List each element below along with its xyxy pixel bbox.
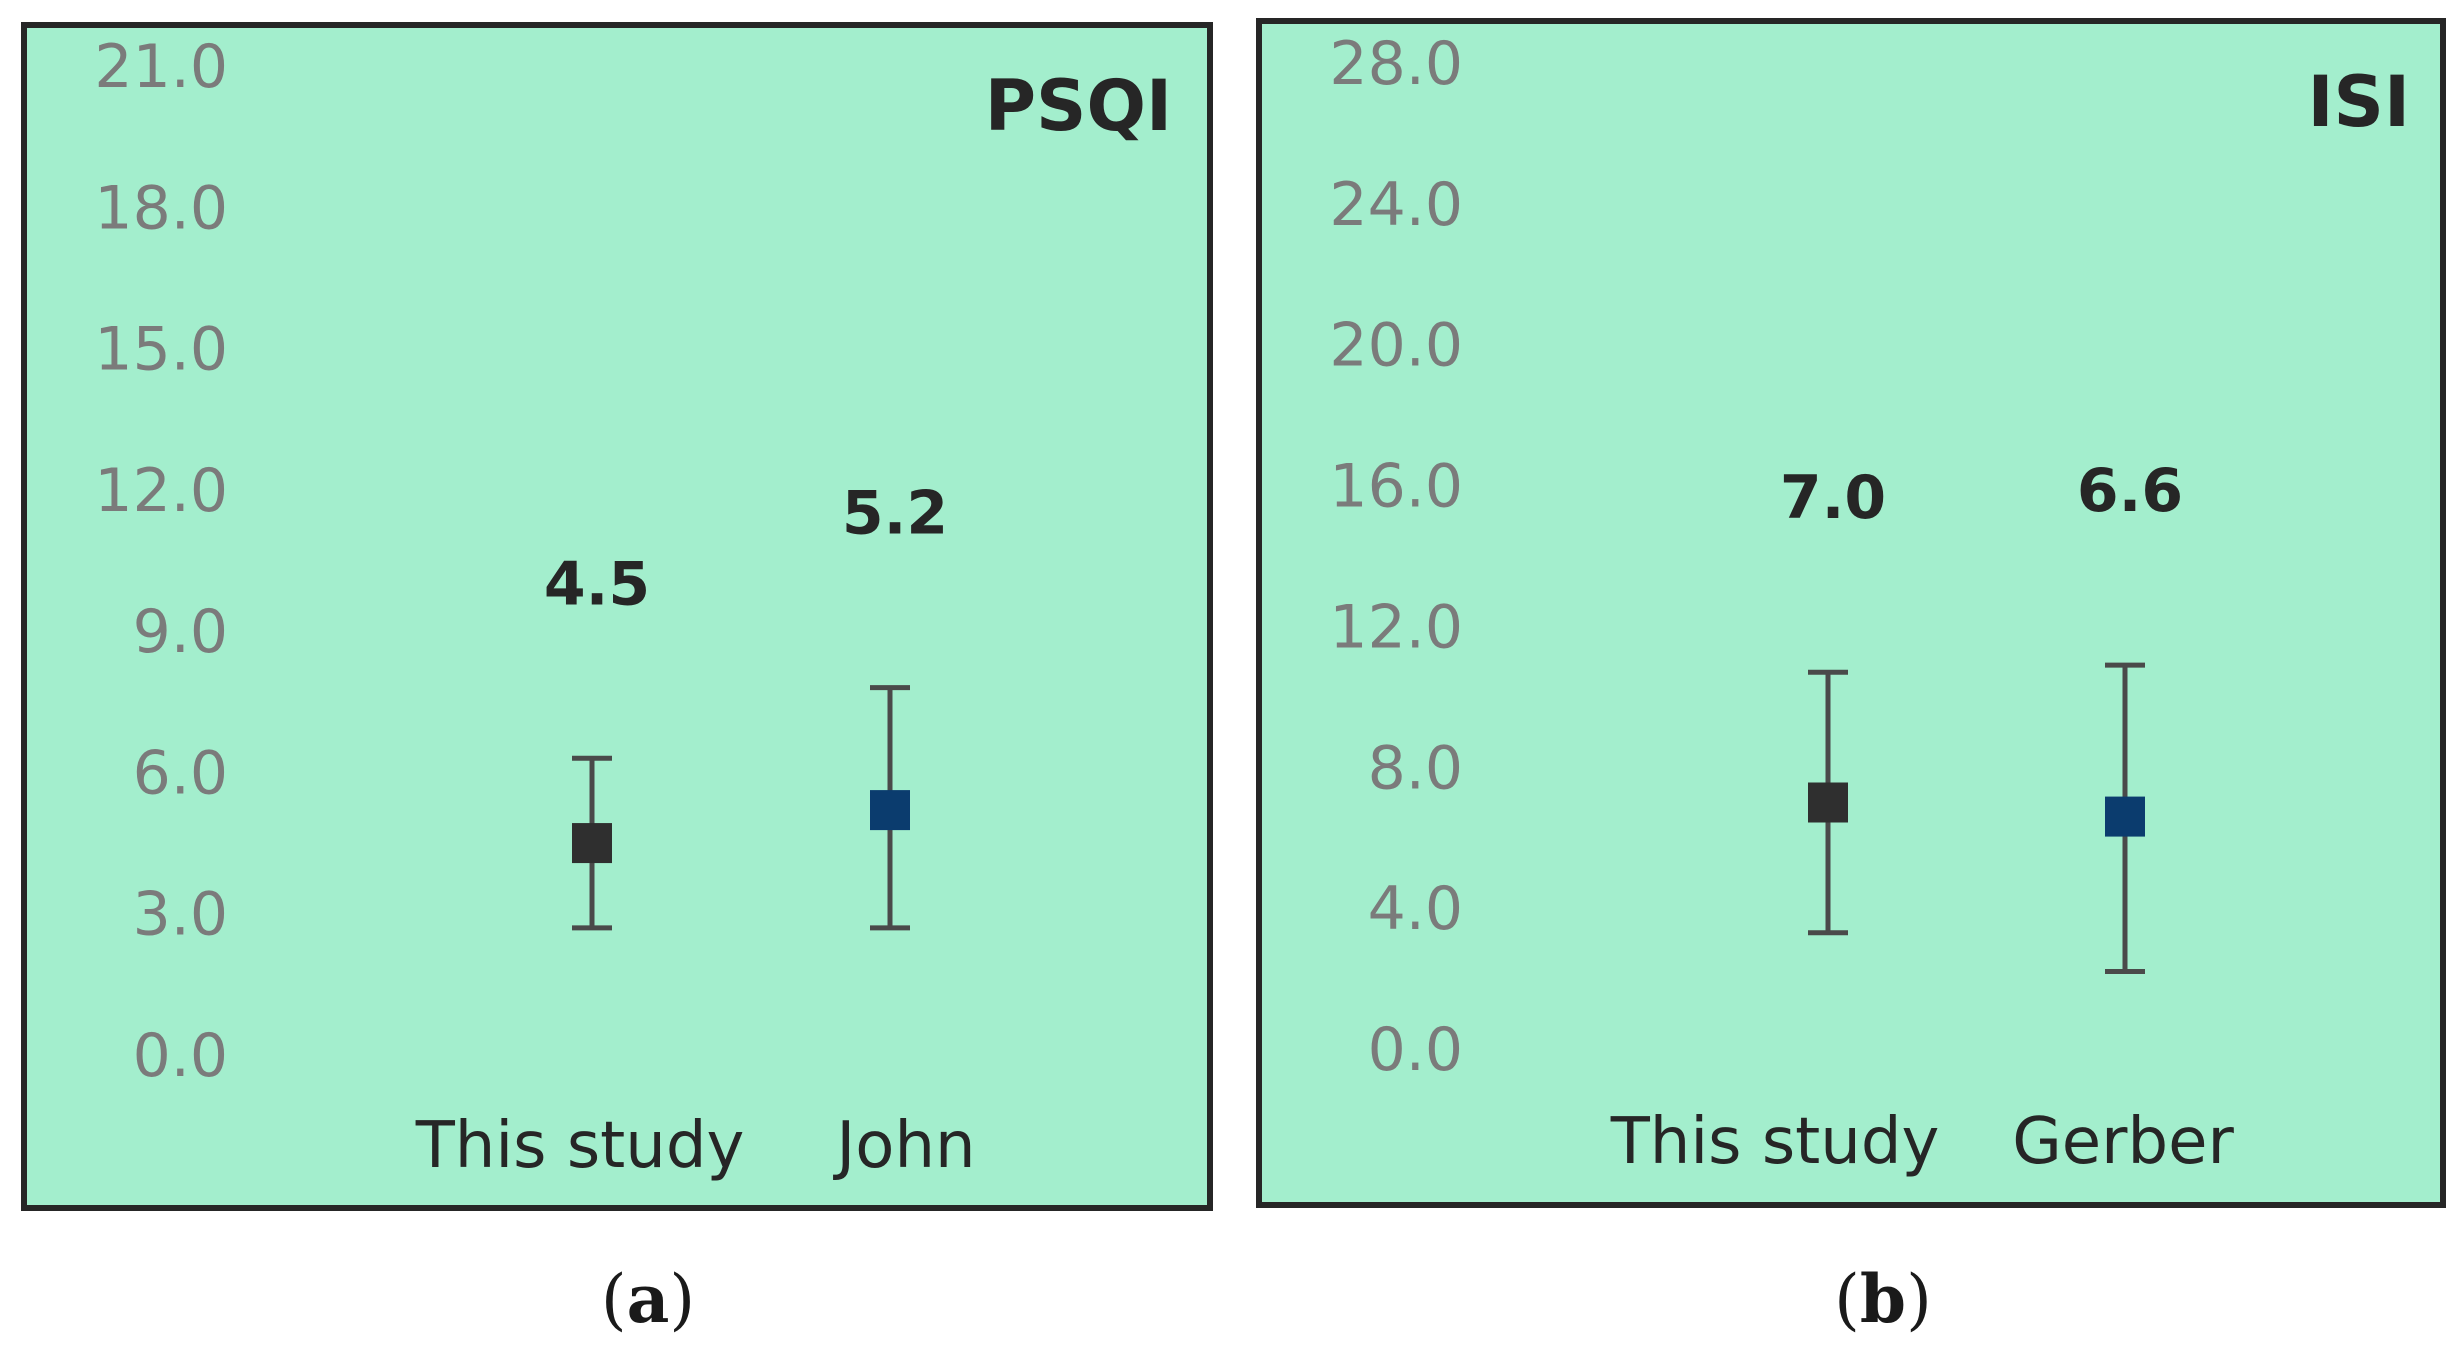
- panel-b-ytick: 4.0: [1368, 874, 1463, 944]
- panel-b-ytick: 24.0: [1329, 170, 1463, 240]
- panel-b-yticks: 0.0 4.0 8.0 12.0 16.0 20.0 24.0 28.0: [1329, 29, 1463, 1085]
- panel-b-title: ISI: [2307, 61, 2410, 143]
- panel-b-caption: (b): [1834, 1260, 1932, 1338]
- panel-a-frame: [21, 22, 1213, 1211]
- mean-marker: [572, 823, 612, 864]
- panel-b-category-label: This study: [1610, 1105, 1940, 1179]
- panel-a-ytick: 0.0: [133, 1021, 228, 1091]
- panel-a-ytick: 12.0: [94, 456, 228, 526]
- panel-a-marks: 4.5 5.2: [544, 479, 948, 931]
- panel-a-caption: (a): [601, 1260, 695, 1338]
- panel-b-ytick: 16.0: [1329, 452, 1463, 522]
- panel-b-frame: [1256, 18, 2446, 1208]
- panel-b-ytick: 20.0: [1329, 311, 1463, 381]
- panel-b-letter: b: [1860, 1260, 1906, 1338]
- panel-a-title: PSQI: [985, 65, 1172, 147]
- value-label: 6.6: [2077, 456, 2183, 526]
- panel-b-ytick: 8.0: [1368, 733, 1463, 803]
- panel-a-yticks: 0.0 3.0 6.0 9.0 12.0 15.0 18.0 21.0: [94, 32, 228, 1091]
- panel-a-ytick: 18.0: [94, 173, 228, 243]
- panel-b-category-label: Gerber: [2012, 1105, 2234, 1179]
- panel-a-ytick: 21.0: [94, 32, 228, 102]
- panel-a-category-label: John: [832, 1109, 975, 1183]
- mean-marker: [2105, 796, 2145, 837]
- panel-b-ytick: 28.0: [1329, 29, 1463, 99]
- panel-b-marks: 7.0 6.6: [1780, 456, 2183, 975]
- value-label: 7.0: [1780, 463, 1886, 533]
- panel-a-category-label: This study: [415, 1109, 745, 1183]
- value-label: 4.5: [544, 549, 650, 619]
- panel-a-ytick: 9.0: [133, 597, 228, 667]
- mean-marker: [1808, 782, 1848, 823]
- value-label: 5.2: [842, 479, 948, 549]
- panel-a-ytick: 3.0: [133, 880, 228, 950]
- panel-a-letter: a: [627, 1260, 670, 1338]
- panel-b-ytick: 12.0: [1329, 592, 1463, 662]
- panel-a: PSQI 0.0 3.0 6.0 9.0 12.0 15.0 18.0 21.0…: [21, 22, 1213, 1211]
- panel-a-ytick: 6.0: [133, 738, 228, 808]
- mean-marker: [870, 790, 910, 831]
- panel-b: ISI 0.0 4.0 8.0 12.0 16.0 20.0 24.0 28.0…: [1256, 18, 2446, 1208]
- panel-b-ytick: 0.0: [1368, 1015, 1463, 1085]
- panel-a-ytick: 15.0: [94, 315, 228, 385]
